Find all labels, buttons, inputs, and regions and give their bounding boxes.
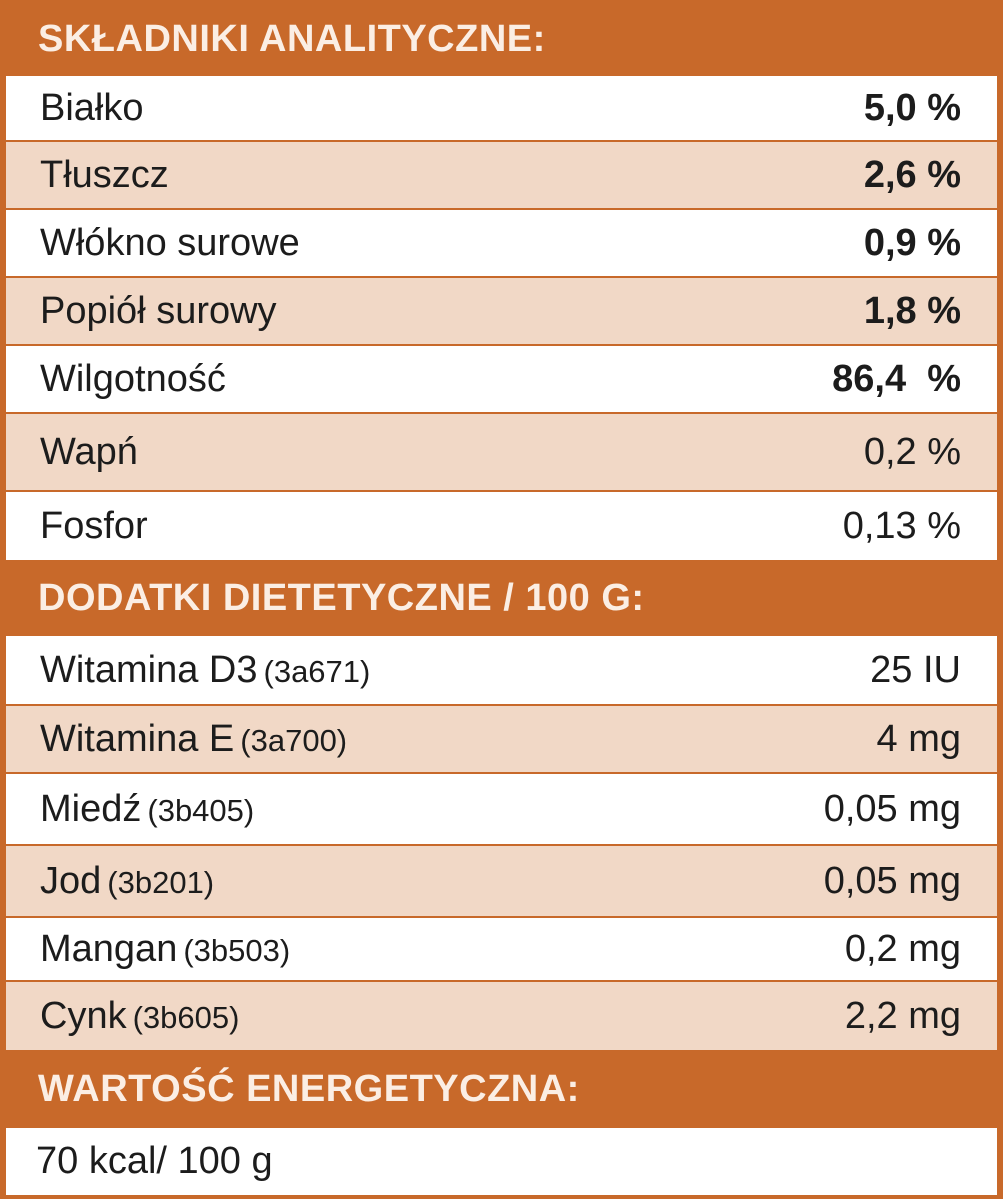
additives-row-manganese: Mangan (3b503) 0,2 mg: [6, 918, 997, 980]
additives-row-copper: Miedź (3b405) 0,05 mg: [6, 774, 997, 844]
additives-row-iodine: Jod (3b201) 0,05 mg: [6, 846, 997, 916]
row-code: (3b201): [107, 864, 215, 900]
row-label-wrap: Miedź (3b405): [40, 788, 254, 831]
row-label: Białko: [40, 86, 144, 129]
row-label: Miedź: [40, 787, 142, 830]
row-label-wrap: Cynk (3b605): [40, 995, 239, 1038]
energy-value: 70 kcal/ 100 g: [36, 1140, 273, 1182]
row-label: Cynk: [40, 994, 127, 1037]
analytical-row-protein: Białko 5,0 %: [6, 76, 997, 140]
additives-row-vitamin-e: Witamina E (3a700) 4 mg: [6, 706, 997, 772]
row-value: 0,9 %: [863, 221, 961, 264]
analytical-row-fiber: Włókno surowe 0,9 %: [6, 210, 997, 276]
additives-header: DODATKI DIETETYCZNE / 100 G:: [4, 562, 999, 634]
additives-row-zinc: Cynk (3b605) 2,2 mg: [6, 982, 997, 1050]
row-label: Popiół surowy: [40, 289, 277, 332]
row-label-wrap: Witamina D3 (3a671): [40, 649, 370, 692]
row-code: (3b605): [132, 999, 240, 1035]
row-value: 2,2 mg: [844, 994, 961, 1037]
row-label: Witamina D3: [40, 648, 258, 691]
row-label-wrap: Jod (3b201): [40, 860, 214, 903]
row-value: 5,0 %: [863, 86, 961, 129]
analytical-row-phosphorus: Fosfor 0,13 %: [6, 492, 997, 560]
row-code: (3b503): [183, 932, 291, 968]
row-label: Fosfor: [40, 504, 148, 547]
row-label-wrap: Mangan (3b503): [40, 928, 290, 971]
row-label: Mangan: [40, 927, 178, 970]
row-value: 2,6 %: [863, 153, 961, 196]
row-value: 25 IU: [870, 648, 961, 691]
row-value: 0,13 %: [842, 504, 961, 547]
analytical-title: SKŁADNIKI ANALITYCZNE:: [38, 17, 546, 60]
row-label: Jod: [40, 859, 102, 902]
analytical-row-calcium: Wapń 0,2 %: [6, 414, 997, 490]
row-value: 0,05 mg: [823, 859, 961, 902]
row-label: Witamina E: [40, 717, 235, 760]
row-code: (3a671): [263, 653, 371, 689]
row-code: (3b405): [147, 792, 255, 828]
row-label: Wilgotność: [40, 357, 226, 400]
row-label: Włókno surowe: [40, 221, 300, 264]
row-code: (3a700): [240, 722, 348, 758]
row-label-wrap: Witamina E (3a700): [40, 718, 347, 761]
additives-title: DODATKI DIETETYCZNE / 100 G:: [38, 576, 645, 619]
analytical-row-fat: Tłuszcz 2,6 %: [6, 142, 997, 208]
row-value: 0,2 mg: [844, 927, 961, 970]
analytical-row-moisture: Wilgotność 86,4 %: [6, 346, 997, 412]
row-label: Wapń: [40, 430, 138, 473]
row-value: 0,2 %: [863, 430, 961, 473]
additives-row-vitamin-d3: Witamina D3 (3a671) 25 IU: [6, 636, 997, 704]
row-value: 1,8 %: [863, 289, 961, 332]
row-label: Tłuszcz: [40, 153, 169, 196]
energy-row: 70 kcal/ 100 g: [6, 1128, 997, 1195]
row-value: 0,05 mg: [823, 787, 961, 830]
analytical-header: SKŁADNIKI ANALITYCZNE:: [4, 4, 999, 74]
row-value: 4 mg: [876, 717, 961, 760]
energy-title: WARTOŚĆ ENERGETYCZNA:: [38, 1067, 580, 1110]
row-value: 86,4 %: [832, 357, 961, 400]
analytical-row-ash: Popiół surowy 1,8 %: [6, 278, 997, 344]
energy-header: WARTOŚĆ ENERGETYCZNA:: [4, 1052, 999, 1126]
